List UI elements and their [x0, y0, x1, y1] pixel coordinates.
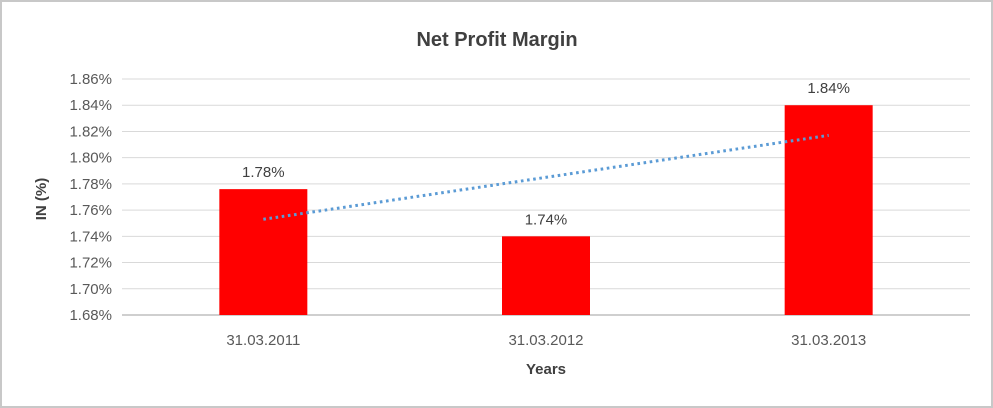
x-tick-label: 31.03.2013: [791, 332, 866, 349]
chart-title: Net Profit Margin: [416, 29, 577, 51]
y-tick-label: 1.76%: [69, 202, 112, 219]
bar-data-label: 1.74%: [525, 211, 568, 228]
x-tick-label: 31.03.2011: [226, 332, 300, 349]
y-tick-label: 1.86%: [69, 71, 112, 88]
bar-31.03.2012: [502, 236, 590, 315]
y-tick-label: 1.70%: [69, 281, 112, 298]
trendline: [263, 133, 829, 221]
y-tick-label: 1.72%: [69, 255, 112, 272]
y-tick-label: 1.82%: [69, 123, 112, 140]
chart-series-group: 1.86% 1.84% 1.82% 1.80% 1.78% 1.76% 1.74% 1.72%…: [69, 71, 970, 349]
bar-data-label: 1.78%: [242, 164, 285, 181]
x-axis-title: Years: [526, 361, 566, 378]
y-tick-label: 1.68%: [69, 307, 112, 324]
y-tick-label: 1.80%: [69, 150, 112, 167]
bar-data-label: 1.84%: [807, 80, 850, 97]
y-tick-label: 1.78%: [69, 176, 112, 193]
bar-31.03.2011: [219, 189, 308, 315]
x-tick-label: 31.03.2012: [508, 332, 583, 349]
y-tick-label: 1.84%: [69, 97, 112, 114]
y-axis-title: IN (%): [33, 178, 50, 221]
y-tick-label: 1.74%: [69, 228, 112, 245]
